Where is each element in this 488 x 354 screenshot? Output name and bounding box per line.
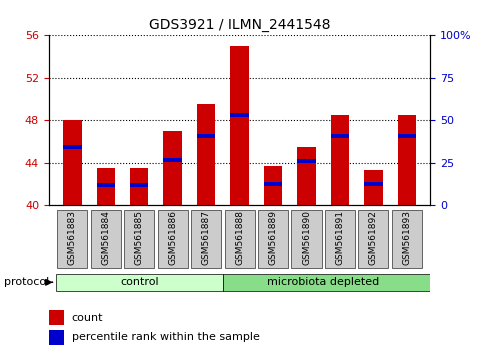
Bar	[397, 115, 415, 205]
Bar	[297, 147, 315, 205]
FancyBboxPatch shape	[157, 210, 187, 268]
Text: GSM561883: GSM561883	[68, 210, 77, 265]
FancyBboxPatch shape	[223, 274, 429, 291]
Bar	[163, 131, 182, 205]
Text: GSM561889: GSM561889	[268, 210, 277, 265]
Text: GSM561886: GSM561886	[168, 210, 177, 265]
Text: percentile rank within the sample: percentile rank within the sample	[72, 332, 259, 342]
Bar	[63, 120, 81, 205]
FancyBboxPatch shape	[56, 274, 223, 291]
Title: GDS3921 / ILMN_2441548: GDS3921 / ILMN_2441548	[148, 18, 330, 32]
Text: GSM561885: GSM561885	[135, 210, 143, 265]
Bar	[163, 158, 182, 161]
Text: control: control	[120, 277, 158, 287]
Bar	[230, 46, 248, 205]
Text: count: count	[72, 313, 103, 323]
FancyBboxPatch shape	[358, 210, 387, 268]
Bar	[130, 183, 148, 187]
Bar	[364, 170, 382, 205]
FancyBboxPatch shape	[324, 210, 354, 268]
FancyBboxPatch shape	[57, 210, 87, 268]
Bar	[96, 183, 115, 187]
FancyBboxPatch shape	[258, 210, 287, 268]
Text: GSM561891: GSM561891	[335, 210, 344, 265]
Bar	[330, 115, 348, 205]
Text: GSM561887: GSM561887	[201, 210, 210, 265]
Bar	[63, 145, 81, 149]
Bar	[230, 113, 248, 117]
FancyBboxPatch shape	[224, 210, 254, 268]
Bar	[364, 182, 382, 186]
FancyBboxPatch shape	[191, 210, 221, 268]
Bar	[264, 182, 282, 186]
Bar	[197, 135, 215, 138]
FancyBboxPatch shape	[391, 210, 421, 268]
FancyBboxPatch shape	[291, 210, 321, 268]
Text: GSM561884: GSM561884	[101, 210, 110, 264]
Bar	[197, 104, 215, 205]
Bar	[397, 135, 415, 138]
Bar	[49, 330, 64, 345]
Text: GSM561890: GSM561890	[302, 210, 310, 265]
Bar	[96, 168, 115, 205]
FancyBboxPatch shape	[124, 210, 154, 268]
Bar	[130, 168, 148, 205]
Bar	[264, 166, 282, 205]
Text: GSM561892: GSM561892	[368, 210, 377, 264]
FancyBboxPatch shape	[91, 210, 121, 268]
Text: GSM561888: GSM561888	[235, 210, 244, 265]
Bar	[49, 310, 64, 325]
Text: protocol: protocol	[3, 277, 49, 287]
Text: GSM561893: GSM561893	[402, 210, 410, 265]
Bar	[330, 135, 348, 138]
Bar	[297, 159, 315, 162]
Text: microbiota depleted: microbiota depleted	[266, 277, 379, 287]
